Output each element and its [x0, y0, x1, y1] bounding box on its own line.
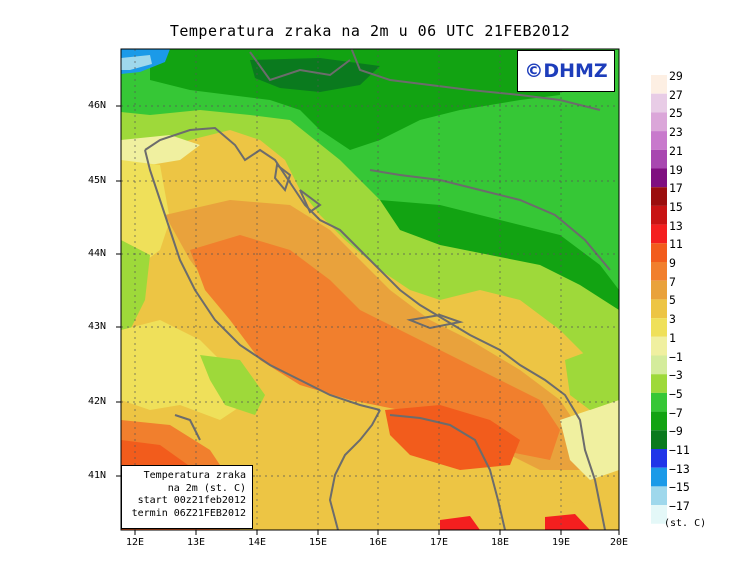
colorbar-swatch: [651, 243, 667, 262]
colorbar-swatch: [651, 318, 667, 337]
colorbar-label: 25: [669, 106, 683, 121]
colorbar-label: −7: [669, 405, 683, 420]
info-line-2: na 2m (st. C): [167, 482, 246, 494]
colorbar-swatch: [651, 430, 667, 449]
colorbar-label: 9: [669, 256, 676, 270]
map-title: Temperatura zraka na 2m u 06 UTC 21FEB20…: [169, 22, 571, 40]
mild-belt-po: [121, 135, 200, 165]
colorbar-label: 13: [669, 218, 683, 233]
colorbar-label: −17: [669, 499, 690, 514]
colorbar-swatch: [651, 93, 667, 113]
colorbar-label: −15: [669, 480, 690, 495]
colorbar: [651, 75, 667, 524]
colorbar-unit: (st. C): [664, 518, 707, 529]
balkan-cool: [565, 340, 619, 410]
colorbar-swatch: [651, 449, 667, 468]
lon-label-16e: 16E: [368, 537, 388, 548]
colorbar-label: 7: [669, 274, 676, 289]
lat-label-46n: 46N: [88, 100, 107, 111]
colorbar-swatch: [651, 205, 667, 225]
plot-frame: [120, 48, 620, 531]
cold-land-deep: [121, 49, 619, 300]
colorbar-swatch: [651, 149, 667, 169]
gargano-cool: [200, 355, 265, 415]
colorbar-swatch: [651, 299, 667, 319]
colorbar-swatch: [651, 262, 667, 281]
lon-label-14e: 14E: [247, 537, 267, 548]
colorbar-label: 29: [669, 69, 683, 83]
colorbar-label: 21: [669, 143, 683, 158]
colorbar-label: 17: [669, 181, 683, 196]
colorbar-label: −11: [669, 443, 690, 457]
lat-label-41n: 41N: [88, 470, 107, 481]
colorbar-swatch: [651, 280, 667, 300]
cold-pocket-alps: [250, 58, 380, 92]
south-hot-spot-2: [440, 516, 480, 530]
colorbar-label: 1: [669, 330, 676, 345]
colorbar-label: 19: [669, 162, 683, 177]
balkan-mild: [560, 400, 619, 480]
lon-label-17e: 17E: [429, 537, 449, 548]
colorbar-swatch: [651, 355, 667, 375]
colorbar-label: −9: [669, 424, 683, 439]
adriatic-hot: [190, 235, 560, 460]
colorbar-swatch: [651, 486, 667, 506]
info-line-1: Temperatura zraka: [143, 470, 246, 481]
colorbar-swatch: [651, 112, 667, 132]
colorbar-label: −1: [669, 349, 683, 364]
italy-mild: [121, 160, 170, 270]
cold-land-core: [150, 49, 560, 150]
grid: [121, 49, 619, 530]
info-line-4: termin 06Z21FEB2012: [131, 507, 246, 519]
italy-south-mild: [121, 320, 250, 420]
colorbar-swatch: [651, 131, 667, 150]
colorbar-label: 23: [669, 125, 683, 140]
colorbar-label: 11: [669, 237, 683, 252]
colorbar-swatch: [651, 411, 667, 431]
lon-label-13e: 13E: [186, 537, 206, 548]
colorbar-label: 3: [669, 312, 676, 327]
lon-label-15e: 15E: [308, 537, 328, 548]
south-hot-spot: [545, 514, 590, 530]
colorbar-label: −13: [669, 461, 690, 476]
ionian-hot: [385, 405, 520, 470]
lat-label-43n: 43N: [88, 321, 107, 332]
lat-label-42n: 42N: [88, 396, 107, 407]
dhmz-logo: ©DHMZ: [517, 50, 615, 92]
axis-ticks: [116, 105, 620, 535]
colorbar-label: −5: [669, 386, 683, 401]
colorbar-swatch: [651, 505, 667, 524]
colorbar-swatch: [651, 224, 667, 244]
colorbar-swatch: [651, 467, 667, 487]
colorbar-swatch: [651, 392, 667, 412]
lat-label-45n: 45N: [88, 175, 107, 186]
south-warm-land: [250, 430, 619, 530]
lon-label-18e: 18E: [490, 537, 510, 548]
colorbar-swatch: [651, 336, 667, 356]
colorbar-swatch: [651, 75, 667, 94]
info-line-3: start 00z21feb2012: [137, 495, 246, 507]
info-box: Temperatura zraka na 2m (st. C) start 00…: [121, 465, 253, 529]
very-cold-nw-2: [121, 55, 152, 70]
italy-cool: [121, 240, 150, 335]
lon-label-20e: 20E: [609, 537, 629, 548]
colorbar-label: −3: [669, 368, 683, 383]
colorbar-label: 27: [669, 87, 683, 102]
lon-label-19e: 19E: [551, 537, 571, 548]
colorbar-swatch: [651, 187, 667, 206]
colorbar-swatch: [651, 168, 667, 188]
colorbar-label: 5: [669, 293, 676, 308]
cold-pocket-east: [380, 200, 619, 310]
lat-label-44n: 44N: [88, 248, 107, 259]
colorbar-swatch: [651, 374, 667, 393]
colorbar-label: 15: [669, 199, 683, 214]
lon-label-12e: 12E: [125, 537, 145, 548]
